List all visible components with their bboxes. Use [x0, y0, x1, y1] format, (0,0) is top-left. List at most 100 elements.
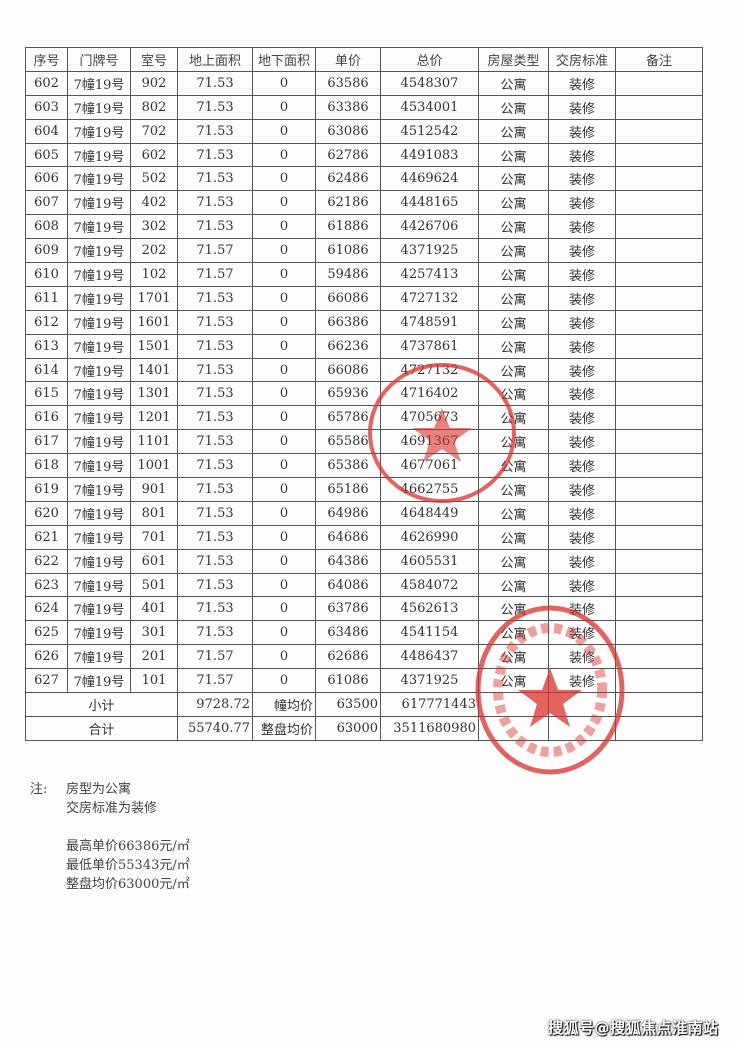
cell-above-area: 71.53: [177, 94, 253, 120]
cell-delivery-standard: 装修: [548, 429, 616, 455]
cell-below-area: 0: [252, 70, 316, 96]
cell-index: 621: [25, 524, 68, 550]
cell-remarks: [615, 142, 703, 168]
cell-delivery-standard: 装修: [548, 70, 616, 96]
cell-house-type: 公寓: [478, 620, 549, 646]
cell-index: 610: [25, 262, 68, 287]
cell-index: 619: [25, 477, 68, 502]
cell-house-type: 公寓: [478, 166, 549, 192]
cell-delivery-standard: 装修: [548, 524, 616, 550]
cell-above-area: 71.53: [177, 118, 253, 144]
cell-door-number: 7幢19号: [67, 357, 131, 383]
cell-delivery-standard: 装修: [548, 453, 616, 479]
max-price-note: 最高单价66386元/㎡: [66, 839, 190, 854]
cell-delivery-standard: 装修: [548, 118, 616, 144]
cell-door-number: 7幢19号: [67, 262, 131, 287]
table-row: 623 7幢19号 501 71.53 0 64086 4584072 公寓 装修: [25, 572, 703, 598]
cell-unit-price: 65936: [315, 381, 381, 407]
cell-unit-price: 63486: [315, 620, 381, 646]
cell-room-number: 401: [130, 596, 178, 622]
cell-total-price: 4691367: [380, 429, 479, 455]
cell-house-type: 公寓: [478, 94, 549, 120]
cell-total-price: 4562613: [380, 596, 479, 622]
cell-door-number: 7幢19号: [67, 668, 131, 694]
table-row: 617 7幢19号 1101 71.53 0 65586 4691367 公寓 装修: [25, 429, 703, 455]
table-row: 626 7幢19号 201 71.57 0 62686 4486437 公寓 装修: [25, 644, 703, 670]
cell-unit-price: 66086: [315, 285, 381, 311]
cell-house-type: 公寓: [478, 214, 549, 240]
cell-house-type: 公寓: [478, 477, 549, 502]
cell-index: 626: [25, 644, 68, 670]
cell-unit-price: 65586: [315, 429, 381, 455]
cell-remarks: [615, 405, 703, 431]
cell-total-price: 4534001: [380, 94, 479, 120]
cell-below-area: 0: [252, 118, 316, 144]
building-avg-label: 幢均价: [252, 692, 316, 717]
cell-delivery-standard: 装修: [548, 548, 616, 574]
table-row: 609 7幢19号 202 71.57 0 61086 4371925 公寓 装修: [25, 238, 703, 264]
cell-delivery-standard: 装修: [548, 572, 616, 598]
col-header-below-area: 地下面积: [252, 47, 316, 72]
cell-delivery-standard: 装修: [548, 214, 616, 240]
cell-above-area: 71.53: [177, 429, 253, 455]
col-header-total-price: 总价: [380, 47, 479, 72]
cell-door-number: 7幢19号: [67, 429, 131, 455]
cell-index: 627: [25, 668, 68, 694]
table-row: 627 7幢19号 101 71.57 0 61086 4371925 公寓 装修: [25, 668, 703, 694]
cell-above-area: 71.53: [177, 477, 253, 502]
cell-remarks: [615, 572, 703, 598]
cell-house-type: 公寓: [478, 190, 549, 216]
cell-unit-price: 61886: [315, 214, 381, 240]
cell-below-area: 0: [252, 190, 316, 216]
col-header-above-area: 地上面积: [177, 47, 253, 72]
cell-remarks: [615, 548, 703, 574]
cell-total-price: 4584072: [380, 572, 479, 598]
cell-remarks: [615, 477, 703, 502]
cell-total-price: 4705673: [380, 405, 479, 431]
cell-remarks: [615, 453, 703, 479]
cell-delivery-standard: 装修: [548, 644, 616, 670]
cell-remarks: [615, 238, 703, 264]
cell-index: 614: [25, 357, 68, 383]
cell-room-number: 502: [130, 166, 178, 192]
cell-house-type: 公寓: [478, 285, 549, 311]
cell-door-number: 7幢19号: [67, 381, 131, 407]
cell-unit-price: 63386: [315, 94, 381, 120]
cell-remarks: [615, 668, 703, 694]
cell-below-area: 0: [252, 262, 316, 287]
cell-index: 604: [25, 118, 68, 144]
cell-above-area: 71.53: [177, 190, 253, 216]
cell-below-area: 0: [252, 214, 316, 240]
table-row: 620 7幢19号 801 71.53 0 64986 4648449 公寓 装修: [25, 500, 703, 526]
cell-door-number: 7幢19号: [67, 500, 131, 526]
col-header-index: 序号: [25, 47, 68, 72]
cell-house-type: 公寓: [478, 453, 549, 479]
cell-total-price: 4486437: [380, 644, 479, 670]
cell-below-area: 0: [252, 477, 316, 502]
cell-delivery-standard: 装修: [548, 405, 616, 431]
cell-door-number: 7幢19号: [67, 309, 131, 335]
empty-cell: [548, 692, 616, 717]
cell-unit-price: 65186: [315, 477, 381, 502]
cell-house-type: 公寓: [478, 238, 549, 264]
cell-delivery-standard: 装修: [548, 596, 616, 622]
cell-room-number: 501: [130, 572, 178, 598]
table-row: 603 7幢19号 802 71.53 0 63386 4534001 公寓 装修: [25, 94, 703, 120]
grand-total-label: 合计: [25, 715, 178, 741]
cell-index: 606: [25, 166, 68, 192]
empty-cell: [478, 715, 549, 741]
cell-house-type: 公寓: [478, 548, 549, 574]
cell-house-type: 公寓: [478, 668, 549, 694]
cell-unit-price: 62486: [315, 166, 381, 192]
cell-room-number: 1101: [130, 429, 178, 455]
cell-remarks: [615, 262, 703, 287]
cell-delivery-standard: 装修: [548, 381, 616, 407]
cell-room-number: 1401: [130, 357, 178, 383]
col-header-house-type: 房屋类型: [478, 47, 549, 72]
cell-house-type: 公寓: [478, 572, 549, 598]
cell-unit-price: 61086: [315, 668, 381, 694]
cell-remarks: [615, 524, 703, 550]
cell-above-area: 71.57: [177, 644, 253, 670]
cell-door-number: 7幢19号: [67, 644, 131, 670]
